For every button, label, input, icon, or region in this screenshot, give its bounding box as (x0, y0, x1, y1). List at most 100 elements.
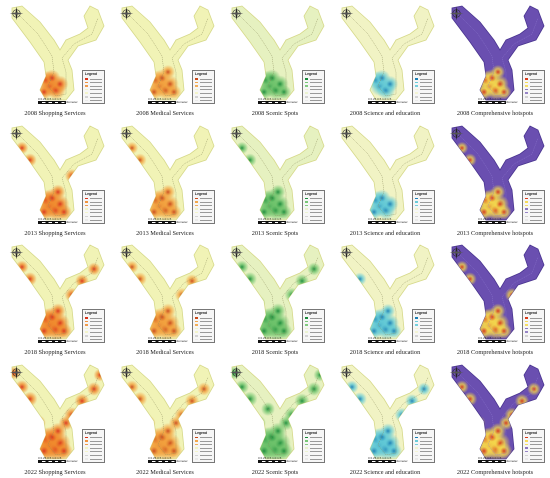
legend-entry (305, 454, 323, 457)
scale-unit: Kilometer (285, 458, 298, 463)
legend-entry (525, 436, 543, 439)
legend-entry (415, 197, 433, 200)
legend-entry (415, 331, 433, 333)
legend-entry (305, 335, 323, 337)
legend-entry (195, 324, 213, 326)
hotspot (498, 415, 514, 430)
map-legend: Legend (302, 70, 325, 104)
map-legend: Legend (302, 189, 325, 224)
legend-title: Legend (525, 311, 538, 315)
legend-swatch (305, 78, 308, 80)
legend-swatch (305, 204, 308, 207)
hotspot (263, 69, 281, 87)
scale-numbers: 0 0.25 0.5 1.0 1.5 (148, 455, 172, 460)
legend-swatch (305, 211, 308, 214)
map-legend: Legend (192, 309, 215, 343)
map-panel-2008-comprehensive: Legend 0 0.25 0.5 1.0 1.5 Kilometer 2008 Co… (440, 0, 550, 119)
panel-caption: 2008 Comprehensive hotspots (456, 110, 534, 117)
legend-swatch (195, 78, 198, 80)
legend-swatch (525, 447, 528, 449)
heatmap-shopping (11, 124, 105, 220)
legend-swatch (85, 317, 88, 319)
hotspot (160, 303, 176, 319)
map-panel-2013-scenic: Legend 0 0.25 0.5 1.0 1.5 Kilometer 2013 Sc… (220, 120, 330, 239)
map-legend: Legend (522, 428, 545, 463)
scale-unit: Kilometer (65, 458, 78, 463)
panel-caption: 2013 Medical Services (136, 229, 194, 237)
scale-numbers: 0 0.25 0.5 1.0 1.5 (478, 455, 502, 460)
legend-title: Legend (305, 311, 318, 315)
scale-numbers: 0 0.25 0.5 1.0 1.5 (258, 455, 282, 460)
legend-entry (525, 458, 543, 460)
legend-swatch (85, 443, 88, 446)
scale-unit: Kilometer (505, 100, 518, 105)
legend-swatch (195, 215, 198, 218)
hotspot (275, 322, 293, 339)
scale-bar: 0 0.25 0.5 1.0 1.5 Kilometer (38, 97, 78, 105)
legend-entry (415, 92, 433, 94)
legend-swatch (305, 99, 308, 102)
heatmap-comprehensive (451, 244, 545, 340)
map-legend: Legend (82, 428, 105, 463)
legend-entry (415, 317, 433, 319)
panel-caption: 2018 Medical Services (136, 349, 194, 356)
scale-numbers: 0 0.25 0.5 1.0 1.5 (368, 336, 392, 340)
legend-entry (85, 436, 103, 439)
map-panel-2022-comprehensive: Legend 0 0.25 0.5 1.0 1.5 Kilometer 2022 Co… (440, 359, 550, 478)
legend-swatch (305, 317, 308, 319)
hotspot (455, 141, 469, 154)
scale-bar: 0 0.25 0.5 1.0 1.5 Kilometer (148, 456, 188, 464)
scale-numbers: 0 0.25 0.5 1.0 1.5 (478, 216, 502, 221)
legend-entry (85, 92, 103, 94)
legend-entry (85, 99, 103, 102)
legend-swatch (195, 458, 198, 460)
legend-entry (85, 454, 103, 457)
hotspot (160, 64, 176, 80)
legend-entry (525, 324, 543, 326)
map-legend: Legend (412, 428, 435, 463)
river-line (455, 131, 539, 216)
hotspot (56, 203, 72, 220)
legend-entry (305, 81, 323, 84)
scale-numbers: 0 0.25 0.5 1.0 1.5 (258, 336, 282, 340)
legend-entry (305, 436, 323, 439)
north-arrow-icon (229, 126, 244, 140)
scale-bar: 0 0.25 0.5 1.0 1.5 Kilometer (368, 336, 408, 344)
legend-swatch (525, 211, 528, 214)
north-arrow-icon (449, 245, 464, 260)
legend-title: Legend (415, 430, 428, 435)
legend-swatch (195, 96, 198, 98)
north-arrow-icon (9, 365, 24, 379)
hotspot (133, 152, 147, 167)
legend-entry (195, 96, 213, 98)
panel-caption: 2013 Scenic Spots (251, 229, 299, 237)
scale-bar: 0 0.25 0.5 1.0 1.5 Kilometer (368, 456, 408, 464)
scale-numbers: 0 0.25 0.5 1.0 1.5 (148, 216, 172, 221)
scale-unit: Kilometer (395, 339, 408, 344)
legend-swatch (85, 327, 88, 330)
legend-title: Legend (195, 311, 208, 315)
hotspot (373, 189, 391, 206)
legend-swatch (415, 211, 418, 214)
legend-entry (195, 219, 213, 221)
legend-swatch (195, 324, 198, 326)
river-line (15, 11, 99, 97)
scale-unit: Kilometer (505, 219, 518, 224)
legend-entry (415, 81, 433, 84)
hotspot (470, 414, 486, 431)
hotspot (133, 272, 147, 286)
scale-numbers: 0 0.25 0.5 1.0 1.5 (258, 216, 282, 221)
legend-entry (305, 201, 323, 203)
hotspot (125, 141, 139, 154)
legend-entry (195, 338, 213, 341)
heatmap-scenic (231, 244, 325, 340)
hotspot (168, 415, 184, 430)
hotspot (405, 393, 419, 408)
legend-swatch (525, 338, 528, 341)
legend-swatch (85, 92, 88, 94)
legend-entry (195, 450, 213, 453)
legend-swatch (195, 335, 198, 337)
legend-entry (415, 436, 433, 439)
legend-swatch (525, 99, 528, 102)
legend-swatch (85, 454, 88, 457)
